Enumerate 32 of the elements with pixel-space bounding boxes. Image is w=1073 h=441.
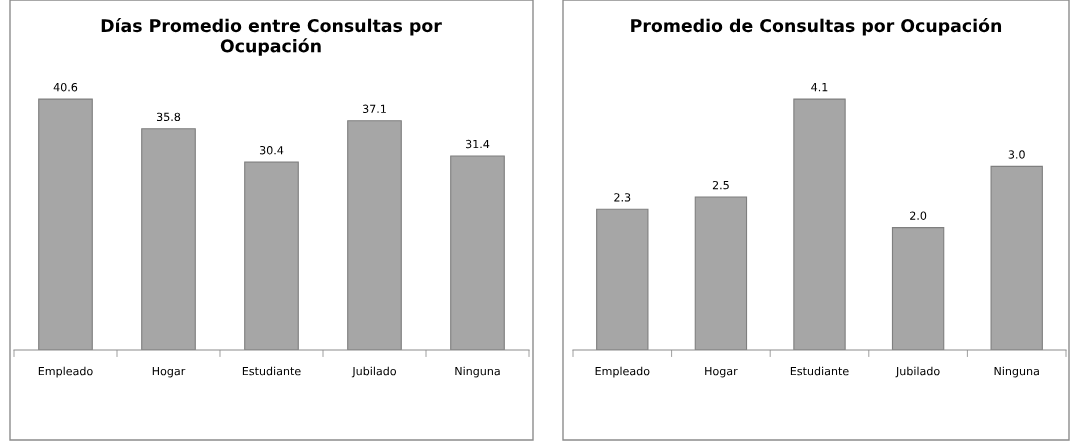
bar xyxy=(141,128,196,350)
data-label: 30.4 xyxy=(259,146,284,155)
bar xyxy=(596,208,649,350)
x-tick-label: Estudiante xyxy=(242,366,301,376)
bar xyxy=(694,196,748,350)
x-tick-label: Estudiante xyxy=(790,366,849,376)
bar xyxy=(244,161,299,350)
data-label: 3.0 xyxy=(1008,150,1025,159)
x-tick-label: Ninguna xyxy=(455,366,500,378)
x-tick-label: Jubilado xyxy=(351,366,396,378)
data-label: 31.4 xyxy=(465,139,490,149)
x-tick-label: Ninguna xyxy=(994,366,1039,378)
bar xyxy=(450,155,505,350)
data-label: 2.3 xyxy=(614,193,631,202)
bar xyxy=(38,98,93,350)
data-label: 37.1 xyxy=(362,104,386,114)
x-tick-label: Empleado xyxy=(595,366,650,378)
bar xyxy=(990,165,1043,350)
data-label: 2.0 xyxy=(910,211,927,220)
bar xyxy=(347,120,402,350)
chart-title: Días Promedio entre Consultas por Ocupación xyxy=(101,18,442,56)
x-tick-label: Empleado xyxy=(38,366,93,378)
x-tick-label: Hogar xyxy=(705,367,738,378)
data-label: 4.1 xyxy=(811,83,828,92)
x-tick-label: Hogar xyxy=(152,367,186,378)
x-tick-label: Jubilado xyxy=(895,366,940,378)
bar xyxy=(891,227,945,350)
chart-title: Promedio de Consultas por Ocupación xyxy=(631,18,1002,36)
data-label: 35.8 xyxy=(156,112,181,122)
data-label: 2.5 xyxy=(712,180,729,190)
data-label: 40.6 xyxy=(53,82,78,92)
bar xyxy=(793,98,846,350)
